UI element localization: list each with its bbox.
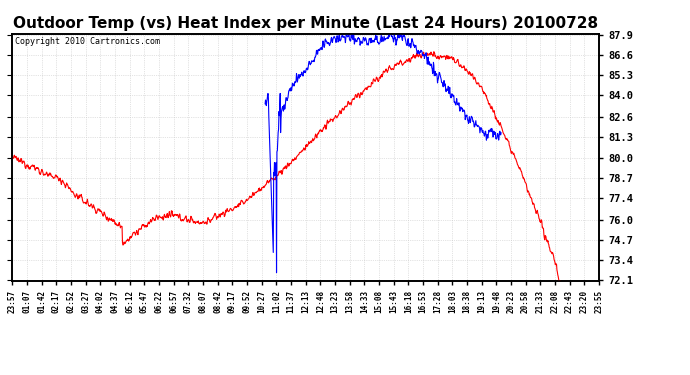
Title: Outdoor Temp (vs) Heat Index per Minute (Last 24 Hours) 20100728: Outdoor Temp (vs) Heat Index per Minute … [13,16,598,31]
Text: Copyright 2010 Cartronics.com: Copyright 2010 Cartronics.com [15,38,160,46]
